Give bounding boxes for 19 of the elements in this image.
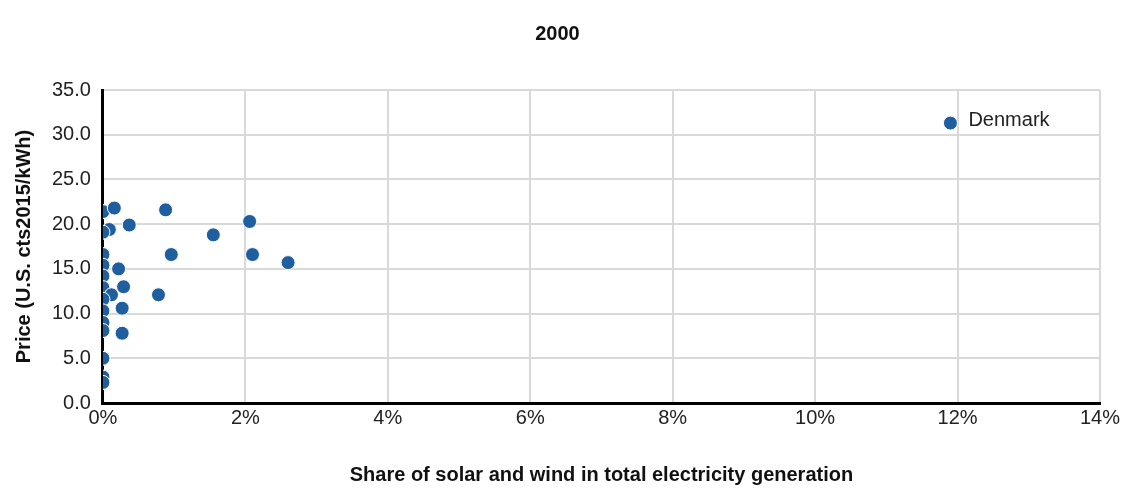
y-tick-label: 15.0: [51, 256, 91, 279]
y-tick-label: 0.0: [63, 390, 91, 413]
annotation: Denmark: [968, 107, 1051, 130]
x-tick-label: 10%: [795, 405, 836, 428]
x-tick-label: 14%: [1079, 405, 1121, 428]
y-axis-title: Price (U.S. cts2015/kWh): [11, 129, 34, 364]
chart-title: 2000: [535, 21, 580, 44]
x-axis-title: Share of solar and wind in total electricity generation: [349, 462, 854, 485]
x-tick-label: 2%: [230, 405, 261, 428]
y-tick-label: 25.0: [51, 166, 91, 189]
y-tick-label: 10.0: [51, 301, 91, 324]
y-tick-label: 20.0: [51, 211, 91, 234]
y-tick-label: 35.0: [51, 77, 91, 100]
y-tick-label: 5.0: [63, 345, 91, 368]
x-tick-label: 4%: [373, 405, 403, 428]
x-tick-label: 8%: [658, 405, 688, 428]
y-tick-label: 30.0: [51, 122, 91, 145]
x-tick-label: 12%: [937, 405, 978, 428]
x-tick-label: 6%: [515, 405, 545, 428]
